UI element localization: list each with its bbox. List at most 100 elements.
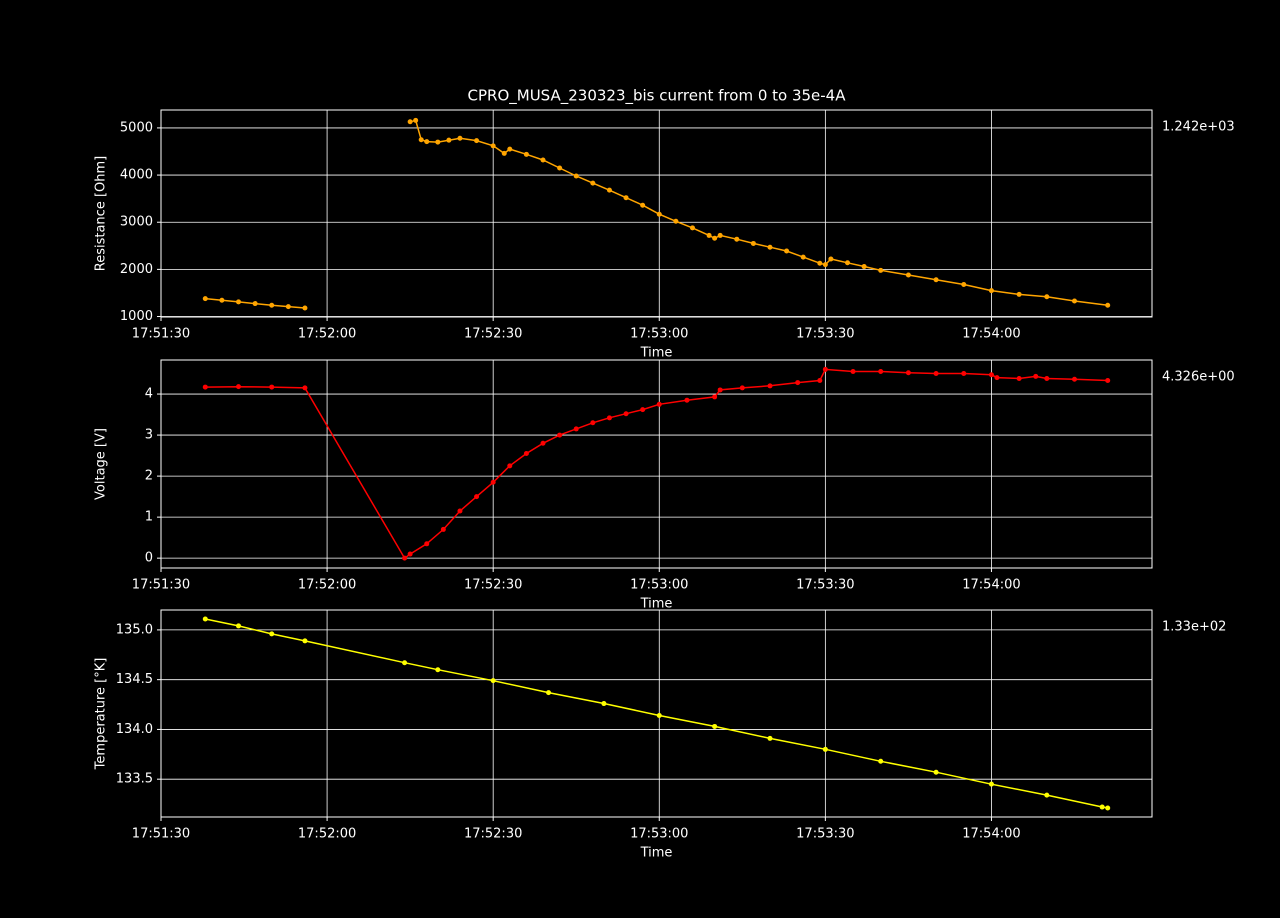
- data-point: [623, 411, 629, 417]
- data-point: [878, 267, 884, 273]
- data-point: [905, 272, 911, 278]
- data-point: [684, 397, 690, 403]
- x-tick-label: 17:53:00: [630, 578, 688, 593]
- data-point: [302, 385, 308, 391]
- data-point: [767, 735, 773, 741]
- data-point: [988, 372, 994, 378]
- data-point: [739, 385, 745, 391]
- y-tick-label: 3000: [120, 215, 153, 230]
- data-point: [446, 137, 452, 143]
- data-point: [236, 384, 242, 390]
- data-point: [202, 616, 208, 622]
- x-tick-label: 17:52:00: [298, 578, 356, 593]
- data-point: [905, 370, 911, 376]
- x-tick-label: 17:53:00: [630, 327, 688, 342]
- data-point: [712, 394, 718, 400]
- data-point: [424, 541, 430, 547]
- y-axis-label: Temperature [°K]: [94, 658, 109, 771]
- data-point: [1033, 373, 1039, 379]
- y-tick-label: 2: [145, 469, 153, 484]
- data-point: [933, 277, 939, 283]
- data-point: [418, 137, 424, 143]
- y-tick-label: 5000: [120, 120, 153, 135]
- x-tick-label: 17:51:30: [132, 827, 190, 842]
- data-point: [640, 407, 646, 413]
- data-point: [1071, 376, 1077, 382]
- data-point: [407, 551, 413, 557]
- data-point: [1044, 375, 1050, 381]
- data-point: [961, 371, 967, 377]
- x-tick-label: 17:52:00: [298, 327, 356, 342]
- data-point: [822, 366, 828, 372]
- data-point: [302, 305, 308, 311]
- data-point: [656, 211, 662, 217]
- data-point: [507, 146, 513, 152]
- data-point: [933, 769, 939, 775]
- data-point: [784, 248, 790, 254]
- data-point: [850, 368, 856, 374]
- data-point: [236, 623, 242, 629]
- data-point: [252, 301, 258, 307]
- data-point: [413, 117, 419, 123]
- data-point: [961, 281, 967, 287]
- data-point: [767, 383, 773, 389]
- x-tick-label: 17:54:00: [962, 578, 1020, 593]
- annotation: 4.326e+00: [1162, 370, 1235, 385]
- data-point: [269, 302, 275, 308]
- x-tick-label: 17:54:00: [962, 827, 1020, 842]
- x-axis-label: Time: [640, 346, 673, 361]
- data-point: [988, 781, 994, 787]
- data-point: [878, 758, 884, 764]
- data-point: [474, 494, 480, 500]
- data-point: [712, 235, 718, 241]
- data-point: [1105, 805, 1111, 811]
- data-point: [490, 479, 496, 485]
- data-point: [236, 299, 242, 305]
- data-point: [623, 195, 629, 201]
- data-point: [822, 746, 828, 752]
- data-point: [689, 225, 695, 231]
- x-tick-label: 17:52:30: [464, 827, 522, 842]
- x-tick-label: 17:54:00: [962, 327, 1020, 342]
- data-point: [988, 288, 994, 294]
- data-point: [546, 690, 552, 696]
- data-point: [717, 387, 723, 393]
- axes-frame: [160, 109, 1153, 318]
- data-point: [800, 254, 806, 260]
- x-tick-label: 17:52:30: [464, 578, 522, 593]
- data-point: [845, 260, 851, 266]
- data-point: [712, 723, 718, 729]
- data-point: [767, 244, 773, 250]
- data-point: [457, 135, 463, 141]
- y-tick-label: 4000: [120, 168, 153, 183]
- data-point: [540, 440, 546, 446]
- data-point: [606, 187, 612, 193]
- data-point: [822, 262, 828, 268]
- data-point: [523, 451, 529, 457]
- y-tick-label: 3: [145, 428, 153, 443]
- data-point: [269, 384, 275, 390]
- y-tick-label: 134.5: [116, 672, 153, 687]
- data-point: [440, 526, 446, 532]
- data-point: [557, 432, 563, 438]
- data-point: [861, 264, 867, 270]
- data-point: [457, 508, 463, 514]
- data-point: [656, 712, 662, 718]
- data-point: [606, 415, 612, 421]
- y-tick-label: 2000: [120, 262, 153, 277]
- y-axis-label: Voltage [V]: [94, 428, 109, 500]
- data-point: [933, 371, 939, 377]
- x-tick-label: 17:51:30: [132, 327, 190, 342]
- data-point: [1016, 291, 1022, 297]
- data-line: [205, 618, 1108, 809]
- y-axis-label: Resistance [Ohm]: [94, 156, 109, 271]
- data-point: [656, 401, 662, 407]
- data-point: [717, 232, 723, 238]
- x-tick-label: 17:53:30: [796, 578, 854, 593]
- data-point: [501, 150, 507, 156]
- data-point: [706, 232, 712, 238]
- data-point: [435, 667, 441, 673]
- data-point: [523, 151, 529, 157]
